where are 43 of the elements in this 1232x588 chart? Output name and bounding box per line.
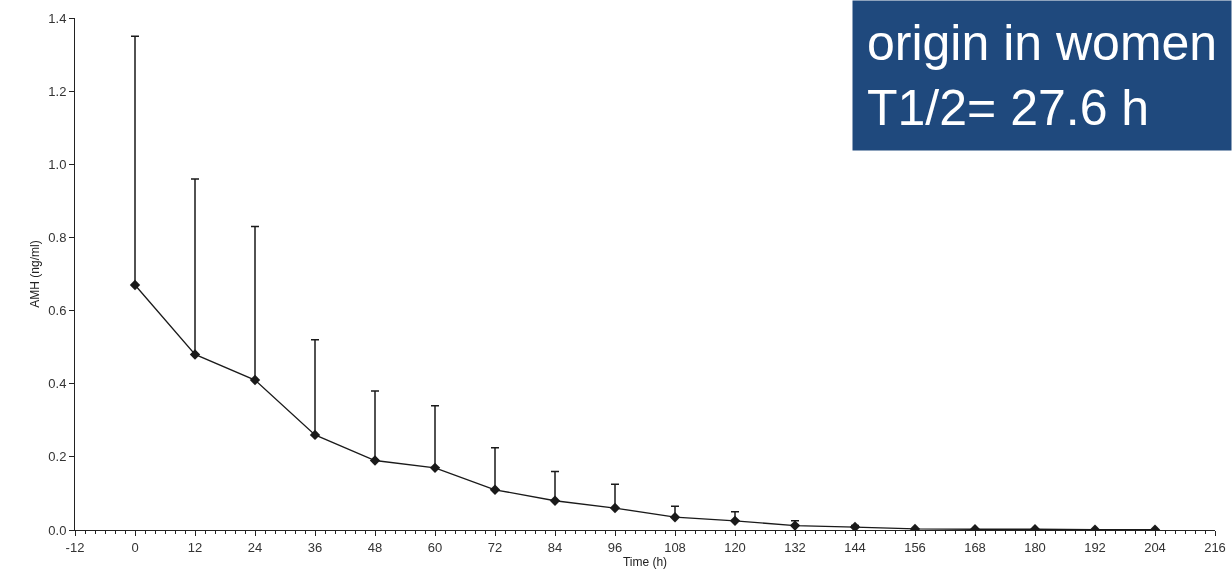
x-tick-label: 12 — [187, 539, 203, 555]
y-tick-label: 0.8 — [48, 229, 67, 245]
point — [429, 462, 441, 474]
point — [369, 455, 381, 466]
x-tick-label: 96 — [607, 539, 623, 555]
point — [309, 429, 321, 441]
x-tick-label: 192 — [1084, 539, 1106, 555]
x-tick-label: 168 — [964, 539, 986, 555]
x-axis-title: Time (h) — [622, 555, 668, 570]
x-tick-label: -12 — [65, 539, 85, 555]
y-tick-label: 1.4 — [48, 10, 67, 26]
point — [549, 495, 561, 506]
x-tick-label: 84 — [547, 539, 563, 555]
x-tick-label: 120 — [724, 539, 746, 555]
point — [729, 515, 741, 527]
x-tick-label: 132 — [784, 539, 806, 555]
annotation: origin in women — [867, 15, 1218, 71]
point — [669, 512, 681, 523]
x-tick-label: 36 — [307, 539, 323, 555]
y-tick-label: 0.4 — [48, 376, 67, 392]
annotation: T1/2= 27.6 h — [867, 80, 1150, 136]
point — [609, 502, 621, 514]
x-tick-label: 72 — [487, 539, 503, 555]
y-axis-title: AMH (ng/ml) — [27, 240, 42, 308]
point — [189, 349, 201, 360]
point — [249, 374, 261, 386]
x-tick-label: 216 — [1204, 539, 1226, 555]
y-tick-label: 1.0 — [48, 156, 67, 172]
y-tick-label: 0.2 — [48, 449, 67, 465]
x-tick-label: 108 — [664, 539, 686, 555]
y-tick-label: 0.0 — [48, 522, 67, 538]
x-tick-label: 204 — [1144, 539, 1166, 555]
y-tick-label: 0.6 — [48, 303, 67, 319]
x-tick-label: 24 — [247, 539, 263, 555]
x-tick-label: 180 — [1024, 539, 1046, 555]
x-tick-label: 60 — [427, 539, 443, 555]
y-tick-label: 1.2 — [48, 83, 67, 99]
x-tick-label: 0 — [131, 539, 139, 555]
x-tick-label: 48 — [367, 539, 383, 555]
x-tick-label: 156 — [904, 539, 926, 555]
x-tick-label: 144 — [844, 539, 866, 555]
point — [489, 484, 501, 495]
point — [129, 279, 141, 291]
